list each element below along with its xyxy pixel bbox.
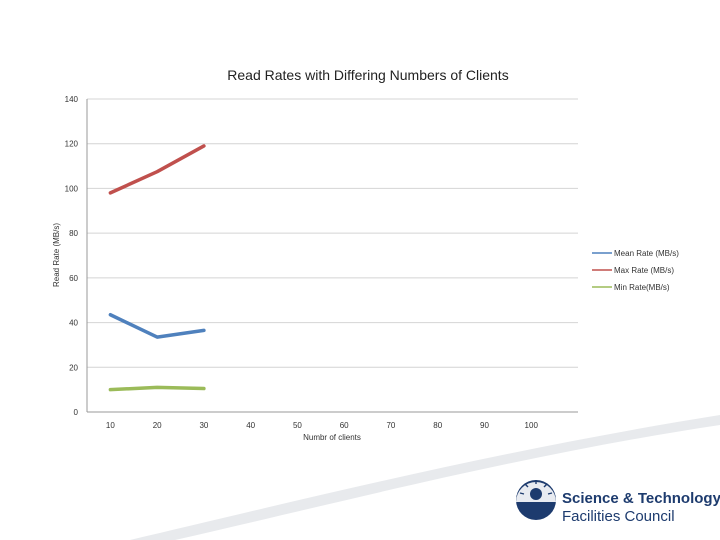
legend-label-0: Mean Rate (MB/s) <box>614 249 679 258</box>
series-line-0 <box>108 312 206 339</box>
y-tick-label: 20 <box>69 363 78 372</box>
x-tick-label: 80 <box>433 421 442 430</box>
series-line-1 <box>108 144 206 195</box>
x-tick-label: 10 <box>106 421 115 430</box>
x-tick-label: 90 <box>480 421 489 430</box>
logo-text-science-technology: Science & Technology <box>562 490 720 507</box>
x-tick-label: 50 <box>293 421 302 430</box>
y-tick-labels: 0 20 40 60 80 100 120 140 <box>65 95 79 417</box>
stfc-logo-icon <box>516 480 556 520</box>
logo-text-facilities-council: Facilities Council <box>562 508 675 525</box>
x-tick-label: 30 <box>199 421 208 430</box>
y-tick-label: 0 <box>74 408 79 417</box>
x-tick-label: 70 <box>386 421 395 430</box>
series-lines <box>108 144 206 392</box>
gridlines <box>86 98 578 413</box>
x-axis-label: Numbr of clients <box>303 433 361 442</box>
decorative-swoosh <box>130 415 720 540</box>
legend-label-2: Min Rate(MB/s) <box>614 283 670 292</box>
y-tick-label: 120 <box>65 140 79 149</box>
y-axis-label: Read Rate (MB/s) <box>52 223 61 287</box>
legend: Mean Rate (MB/s) Max Rate (MB/s) Min Rate(… <box>592 249 679 292</box>
x-tick-label: 40 <box>246 421 255 430</box>
y-tick-label: 100 <box>65 184 79 193</box>
x-tick-labels: 10 20 30 40 50 60 70 80 90 100 <box>106 421 539 430</box>
y-tick-label: 60 <box>69 274 78 283</box>
x-tick-label: 60 <box>340 421 349 430</box>
y-tick-label: 40 <box>69 319 78 328</box>
chart-title: Read Rates with Differing Numbers of Cli… <box>227 67 508 83</box>
series-line-2 <box>108 385 206 392</box>
x-tick-label: 100 <box>525 421 539 430</box>
y-tick-label: 140 <box>65 95 79 104</box>
x-tick-label: 20 <box>153 421 162 430</box>
y-tick-label: 80 <box>69 229 78 238</box>
legend-label-1: Max Rate (MB/s) <box>614 266 674 275</box>
